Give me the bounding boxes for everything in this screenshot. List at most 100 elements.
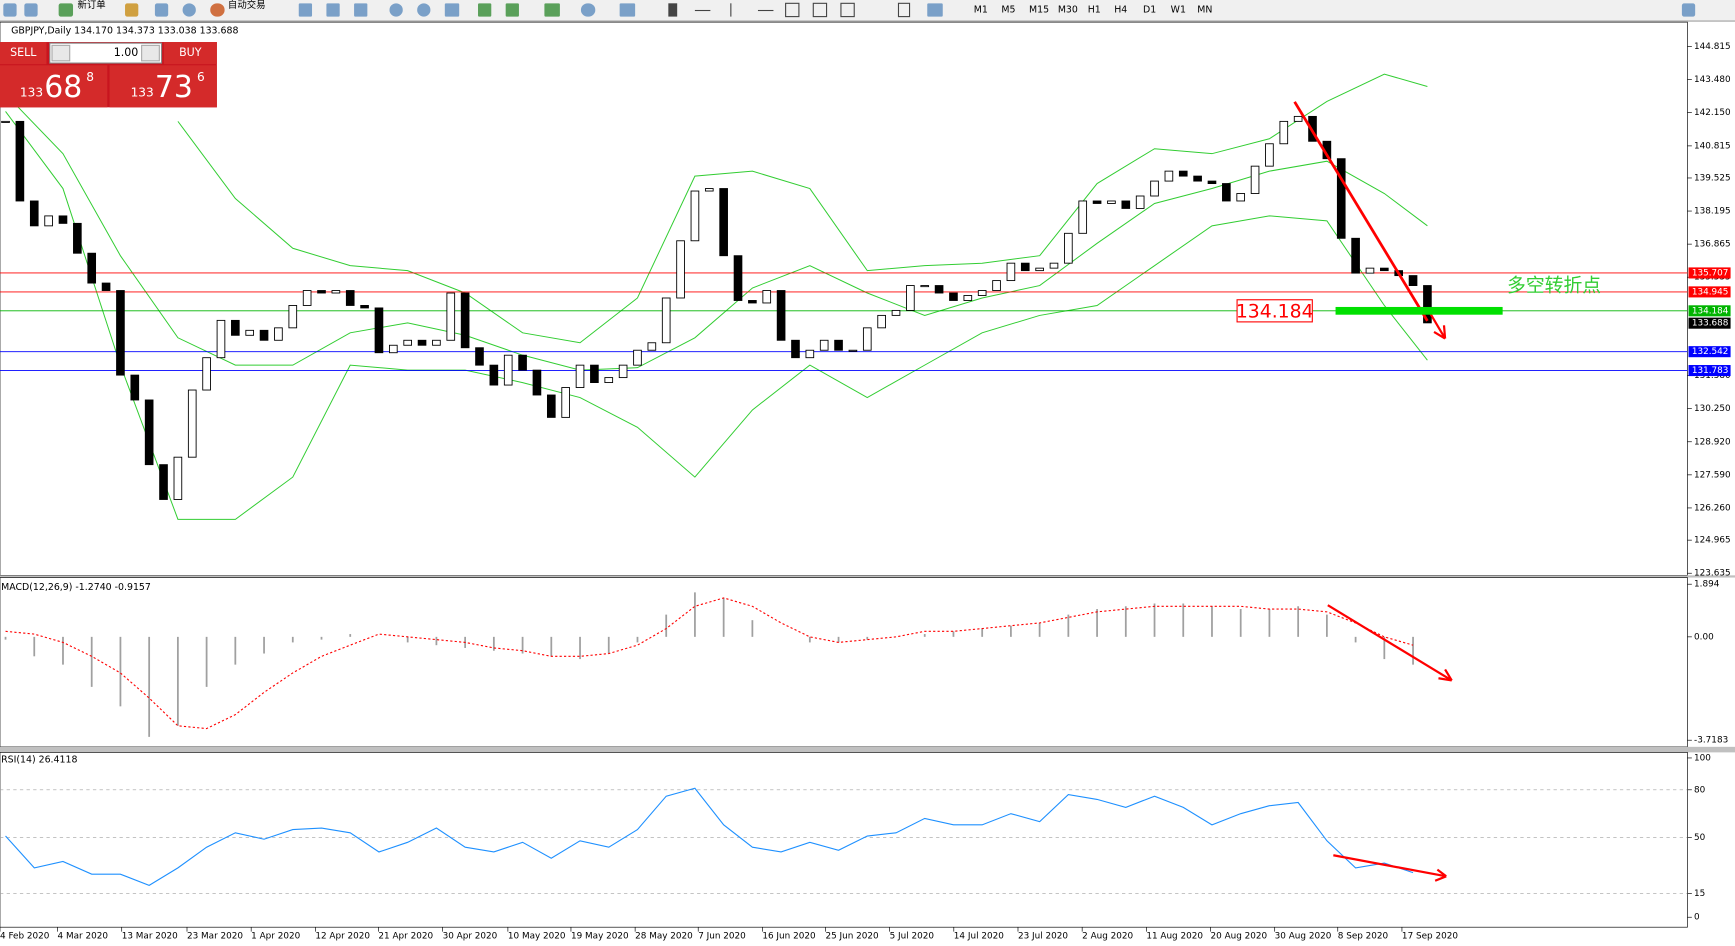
lots-value[interactable]: 1.00 (114, 46, 139, 59)
candle-body (1279, 120, 1289, 145)
candle-body (29, 200, 39, 227)
icon[interactable] (210, 3, 225, 17)
candle-body (992, 280, 1001, 291)
auto-trading-button[interactable]: 自动交易 (228, 0, 266, 11)
price-level-label: 134.184 (1692, 306, 1729, 316)
timeframe-button[interactable]: D1 (1143, 4, 1156, 15)
buy-label[interactable]: BUY (179, 46, 202, 59)
timeframe-button[interactable]: M30 (1058, 4, 1078, 15)
y-tick-label: 130.250 (1694, 404, 1731, 414)
icon[interactable] (125, 3, 139, 17)
y-tick-label: 140.815 (1694, 141, 1731, 151)
timeframe-button[interactable]: MN (1197, 4, 1212, 15)
candle-body (762, 290, 772, 304)
icon[interactable] (24, 3, 38, 17)
candle-body (776, 290, 786, 341)
sell-price-box[interactable] (0, 65, 108, 108)
lots-field[interactable] (49, 42, 163, 64)
timeframe-button[interactable]: M5 (1001, 4, 1015, 15)
x-tick-label: 1 Apr 2020 (251, 932, 300, 942)
candle-body (317, 290, 326, 294)
candle-body (791, 339, 800, 359)
candle-body (231, 319, 240, 336)
candle-body (1336, 158, 1346, 239)
icon[interactable] (668, 3, 678, 17)
icon[interactable] (694, 9, 711, 12)
buy-price-box[interactable] (109, 65, 217, 108)
candle-body (73, 222, 82, 254)
icon[interactable] (580, 3, 596, 17)
candle-body (259, 329, 269, 341)
icon[interactable] (812, 2, 828, 18)
icon[interactable] (154, 3, 169, 17)
icon[interactable] (785, 2, 800, 18)
icon[interactable] (182, 3, 196, 17)
icon[interactable] (897, 2, 911, 18)
arrow (1434, 868, 1447, 882)
macd-header: MACD(12,26,9) -1.2740 -0.9157 (1, 582, 151, 593)
icon[interactable] (298, 3, 313, 17)
new-order-button[interactable]: 新订单 (77, 0, 105, 11)
timeframe-button[interactable]: M1 (974, 4, 988, 15)
rsi-header: RSI(14) 26.4118 (1, 755, 77, 766)
y-tick-label: 50 (1694, 833, 1706, 843)
timeframe-button[interactable]: W1 (1171, 4, 1186, 15)
timeframe-button[interactable]: H1 (1088, 4, 1101, 15)
icon[interactable] (730, 3, 732, 17)
icon[interactable] (927, 3, 943, 17)
x-tick-label: 23 Jul 2020 (1018, 932, 1068, 942)
icon[interactable] (505, 3, 519, 17)
y-tick-label: 142.150 (1694, 108, 1731, 118)
icon[interactable] (619, 3, 636, 17)
icon[interactable] (478, 3, 492, 17)
candle-body (518, 354, 527, 371)
icon[interactable] (444, 3, 460, 17)
sell-button[interactable] (0, 42, 47, 65)
icon[interactable] (326, 3, 340, 17)
candle-body (977, 290, 987, 296)
trend-arrows (1293, 101, 1453, 882)
lots-down[interactable] (51, 44, 71, 62)
buy-button[interactable] (163, 42, 217, 65)
sell-label[interactable]: SELL (10, 46, 37, 59)
x-tick-label: 30 Apr 2020 (443, 932, 498, 942)
y-tick-label: 127.590 (1694, 470, 1731, 480)
candle-body (618, 364, 628, 379)
x-tick-label: 17 Sep 2020 (1402, 932, 1458, 942)
price-level-tag (1688, 365, 1731, 377)
icon[interactable] (389, 3, 403, 17)
price-level-label: 131.783 (1692, 366, 1729, 376)
candle-body (1135, 195, 1145, 209)
timeframe-button[interactable]: M15 (1029, 4, 1049, 15)
icon[interactable] (58, 3, 74, 17)
trend-line (1293, 101, 1429, 322)
lots-up[interactable] (141, 44, 160, 62)
icon[interactable] (1681, 3, 1696, 17)
last-price-label: 133.688 (1692, 319, 1729, 329)
candle-body (446, 292, 456, 341)
icon[interactable] (417, 3, 431, 17)
candle-body (1351, 237, 1360, 274)
icon[interactable] (544, 3, 560, 17)
candle-body (1006, 262, 1016, 282)
y-tick-label: 80 (1694, 785, 1706, 795)
icon[interactable] (3, 3, 17, 17)
candle-body (302, 290, 312, 306)
x-tick-label: 4 Feb 2020 (0, 932, 50, 942)
icon[interactable] (757, 9, 774, 12)
timeframe-button[interactable]: H4 (1114, 4, 1127, 15)
candle-body (345, 290, 355, 306)
icon[interactable] (840, 2, 855, 18)
candle-body (1150, 180, 1159, 197)
candle-body (604, 377, 614, 384)
icon[interactable] (354, 3, 368, 17)
bollinger-upper (177, 73, 1428, 344)
candle-body (1222, 183, 1231, 202)
x-tick-label: 21 Apr 2020 (378, 932, 433, 942)
bollinger-lower (5, 111, 1428, 520)
candle-body (934, 285, 944, 294)
candle-body (1365, 267, 1375, 274)
candle-body (877, 314, 886, 329)
candle-body (949, 292, 958, 301)
